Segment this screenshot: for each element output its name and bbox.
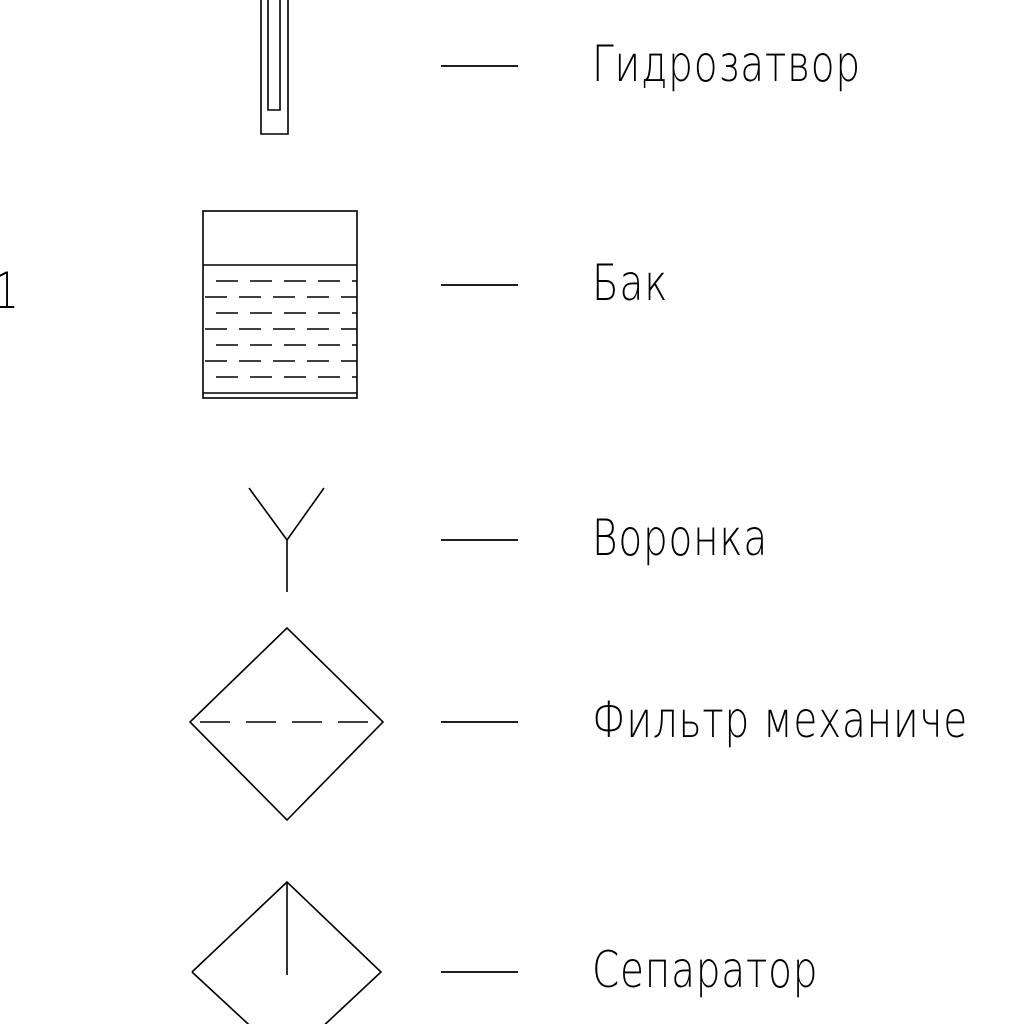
separator-symbol xyxy=(191,880,383,1024)
funnel-symbol xyxy=(248,487,325,592)
label-tank: Бак xyxy=(592,254,669,312)
leader-dashes xyxy=(441,65,518,973)
label-separator: Сепаратор xyxy=(592,941,819,999)
hydraulic-seal-symbol xyxy=(260,0,289,135)
mechanical-filter-symbol xyxy=(188,626,385,822)
label-mechanical-filter: Фильтр механиче xyxy=(592,691,969,749)
tank-symbol xyxy=(202,210,358,399)
label-hydraulic-seal: Гидрозатвор xyxy=(592,35,861,93)
label-funnel: Воронка xyxy=(592,509,769,567)
edge-mark: 1 xyxy=(0,266,19,316)
